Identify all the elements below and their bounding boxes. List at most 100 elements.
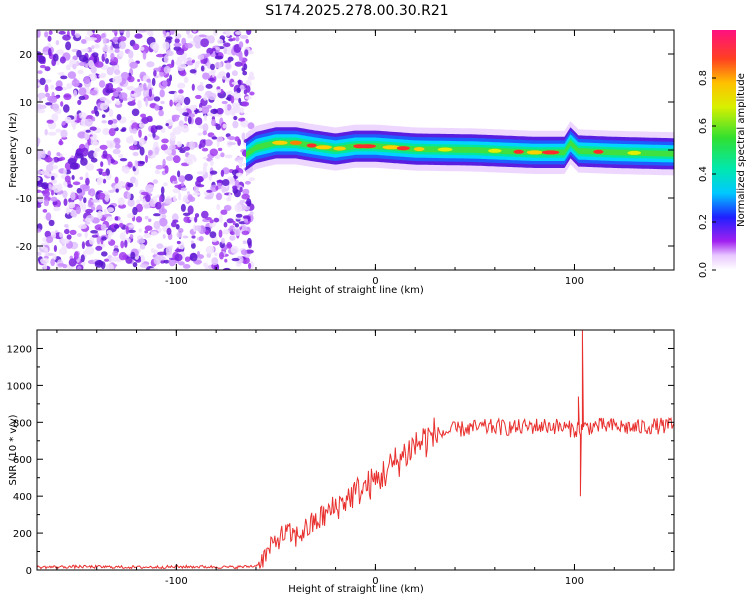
noise-blob (165, 30, 170, 33)
spectrogram-y-tick-label: 20 (19, 50, 32, 61)
noise-blob (134, 33, 143, 39)
noise-blob (148, 149, 153, 156)
noise-blob (197, 84, 205, 92)
noise-blob (78, 112, 87, 119)
noise-blob (215, 46, 221, 51)
noise-blob (99, 96, 107, 102)
noise-blob (107, 207, 115, 213)
noise-blob (103, 208, 107, 215)
noise-blob (137, 79, 141, 82)
noise-blob (191, 242, 196, 249)
noise-blob (44, 31, 49, 38)
noise-blob (166, 50, 174, 57)
noise-blob (239, 84, 245, 91)
noise-blob (83, 197, 87, 204)
noise-blob (62, 264, 68, 269)
noise-blob (117, 36, 127, 42)
noise-blob (48, 30, 53, 35)
snr-x-tick-label: -100 (165, 576, 188, 587)
noise-blob (204, 171, 209, 179)
noise-blob (175, 224, 180, 230)
noise-blob (249, 211, 254, 216)
noise-blob (216, 192, 222, 201)
noise-blob (84, 118, 93, 127)
band-hotspot (306, 143, 317, 148)
noise-blob (219, 251, 224, 260)
noise-blob (150, 248, 155, 253)
noise-blob (178, 228, 184, 233)
noise-blob (144, 215, 149, 220)
noise-blob (108, 108, 114, 117)
noise-blob (244, 49, 249, 57)
noise-blob (152, 132, 156, 138)
noise-blob (227, 56, 234, 62)
snr-y-tick-label: 200 (13, 529, 32, 540)
noise-blob (90, 157, 98, 163)
noise-blob (117, 181, 126, 186)
band-layer-5 (246, 139, 674, 158)
noise-blob (139, 138, 144, 147)
noise-blob (114, 69, 121, 75)
noise-blob (192, 30, 197, 33)
noise-blob (247, 122, 255, 130)
noise-blob (88, 189, 92, 195)
noise-blob (100, 161, 104, 168)
noise-blob (159, 195, 163, 203)
noise-blob (157, 251, 166, 256)
band-hotspot (437, 147, 453, 152)
noise-blob (164, 165, 169, 174)
noise-blob (222, 229, 230, 235)
noise-blob (93, 151, 98, 158)
noise-blob (126, 97, 135, 101)
noise-blob (63, 198, 68, 206)
noise-blob (216, 179, 224, 184)
noise-blob (102, 150, 108, 159)
noise-blob (173, 180, 178, 184)
noise-blob (113, 245, 119, 249)
noise-blob (187, 205, 194, 215)
noise-blob (129, 234, 134, 239)
noise-blob (155, 164, 164, 170)
noise-blob (43, 199, 50, 207)
noise-blob (45, 92, 50, 98)
noise-blob (234, 228, 241, 237)
noise-blob (101, 236, 107, 241)
noise-blob (50, 189, 55, 196)
noise-blob (193, 185, 199, 193)
noise-blob (98, 74, 103, 78)
colorbar: 0.0 0.2 0.4 0.6 0.8 Normalized spectral ampl… (698, 30, 747, 278)
noise-blob (119, 232, 126, 240)
snr-y-tick-label: 0 (26, 566, 32, 577)
noise-blob (197, 132, 203, 136)
noise-blob (202, 130, 207, 136)
noise-blob (216, 136, 224, 143)
noise-blob (69, 229, 77, 235)
noise-blob (221, 100, 228, 105)
noise-blob (200, 65, 205, 72)
noise-blob (211, 118, 216, 127)
noise-region (37, 30, 255, 270)
noise-blob (37, 70, 43, 74)
noise-blob (116, 87, 122, 93)
noise-blob (173, 92, 178, 101)
noise-blob (66, 207, 70, 215)
noise-blob (159, 217, 168, 227)
noise-blob (150, 231, 158, 236)
noise-blob (55, 40, 60, 46)
noise-blob (39, 64, 46, 69)
noise-blob (101, 251, 108, 257)
chart-title: S174.2025.278.00.30.R21 (265, 3, 448, 19)
noise-blob (211, 136, 218, 140)
noise-blob (139, 146, 145, 156)
noise-blob (206, 189, 213, 193)
noise-blob (48, 183, 52, 190)
noise-blob (235, 36, 240, 42)
noise-blob (103, 52, 107, 58)
noise-blob (191, 235, 196, 239)
noise-blob (87, 150, 96, 160)
noise-blob (112, 148, 121, 155)
noise-blob (66, 234, 72, 240)
noise-blob (205, 83, 213, 89)
